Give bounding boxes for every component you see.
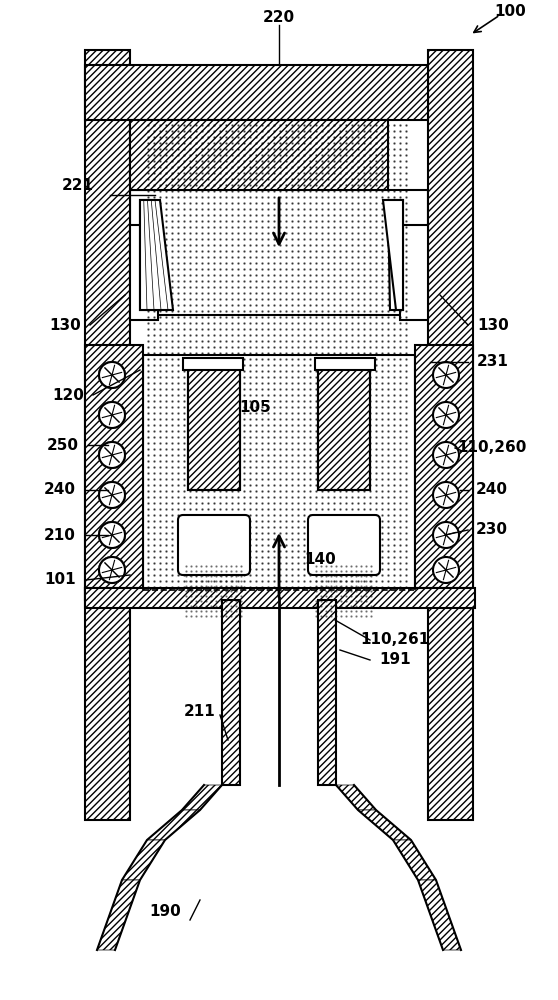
Circle shape (433, 362, 459, 388)
Text: 130: 130 (49, 318, 81, 332)
PathPatch shape (418, 880, 461, 950)
Circle shape (99, 362, 125, 388)
PathPatch shape (147, 810, 200, 840)
Bar (188, 360, 240, 490)
Bar (130, 120, 388, 190)
PathPatch shape (97, 880, 140, 950)
Bar (318, 600, 336, 785)
Bar (415, 345, 473, 590)
Circle shape (99, 402, 125, 428)
Bar (428, 50, 473, 820)
PathPatch shape (336, 785, 376, 810)
Text: 101: 101 (44, 572, 76, 587)
Circle shape (99, 362, 125, 388)
Circle shape (99, 557, 125, 583)
Text: 220: 220 (263, 10, 295, 25)
Circle shape (99, 482, 125, 508)
Text: 231: 231 (477, 355, 509, 369)
Text: 110,260: 110,260 (458, 440, 527, 456)
Bar (85, 588, 143, 600)
Text: 191: 191 (379, 652, 411, 668)
Circle shape (99, 402, 125, 428)
Polygon shape (140, 200, 173, 310)
FancyBboxPatch shape (308, 515, 380, 575)
Polygon shape (140, 200, 168, 310)
Text: 240: 240 (476, 483, 508, 497)
Text: 190: 190 (149, 904, 181, 920)
Text: 105: 105 (239, 400, 271, 416)
Bar (85, 345, 143, 590)
Circle shape (433, 402, 459, 428)
Circle shape (99, 442, 125, 468)
Bar (85, 65, 428, 120)
Text: 120: 120 (52, 387, 84, 402)
Bar (315, 358, 375, 370)
Polygon shape (383, 200, 403, 310)
Circle shape (99, 557, 125, 583)
PathPatch shape (358, 810, 411, 840)
Circle shape (99, 482, 125, 508)
Circle shape (433, 522, 459, 548)
Bar (318, 360, 370, 490)
Circle shape (433, 442, 459, 468)
Bar (85, 588, 475, 608)
Circle shape (99, 522, 125, 548)
Bar (183, 358, 243, 370)
Text: 140: 140 (304, 552, 336, 568)
Bar (143, 355, 415, 590)
PathPatch shape (182, 785, 222, 810)
Polygon shape (388, 200, 403, 310)
Text: 210: 210 (44, 528, 76, 542)
Bar (130, 225, 158, 320)
Bar (85, 50, 130, 820)
PathPatch shape (122, 840, 165, 880)
Circle shape (433, 482, 459, 508)
Circle shape (99, 522, 125, 548)
Text: 250: 250 (47, 438, 79, 452)
Circle shape (433, 557, 459, 583)
Text: 240: 240 (44, 483, 76, 497)
Circle shape (99, 442, 125, 468)
FancyBboxPatch shape (178, 515, 250, 575)
Text: 130: 130 (477, 318, 509, 332)
Bar (222, 600, 240, 785)
Bar (400, 225, 428, 320)
Text: 100: 100 (494, 4, 526, 19)
Bar (130, 190, 428, 315)
Bar (188, 360, 240, 490)
Text: 211: 211 (184, 704, 216, 720)
Bar (415, 588, 473, 600)
Text: 230: 230 (476, 522, 508, 538)
Text: 221: 221 (62, 178, 94, 192)
Bar (318, 360, 370, 490)
PathPatch shape (393, 840, 436, 880)
Text: 110,261: 110,261 (360, 633, 430, 648)
